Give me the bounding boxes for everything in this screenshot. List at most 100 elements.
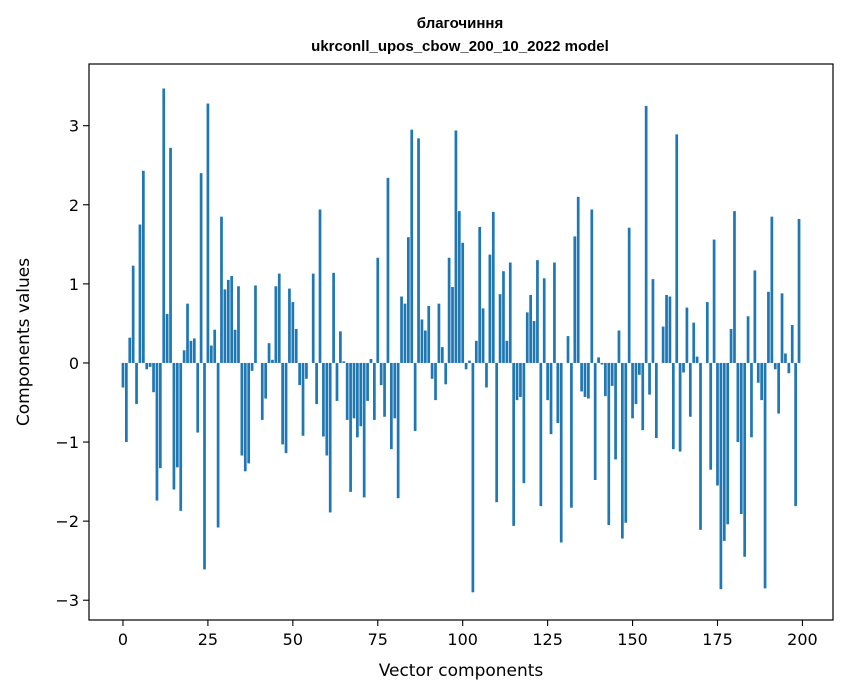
bar (199, 173, 203, 363)
bar (546, 362, 549, 401)
bar (131, 265, 135, 363)
y-axis-ticks: −3 −2 −1 0 1 2 3 (55, 117, 89, 610)
bar (315, 362, 318, 405)
bar (736, 362, 740, 443)
bar (471, 362, 475, 593)
bar (529, 294, 532, 363)
bar (790, 325, 794, 363)
bar (233, 329, 237, 363)
bar (427, 306, 431, 363)
bar (787, 362, 791, 374)
bar (406, 237, 410, 363)
bar (447, 257, 451, 363)
bar (600, 362, 604, 365)
bar (277, 273, 281, 363)
bar (264, 362, 268, 399)
bar (607, 362, 611, 526)
bar (342, 361, 346, 363)
x-tick-label: 125 (532, 630, 563, 649)
bar (498, 294, 502, 363)
bar (661, 326, 665, 363)
bar (773, 362, 777, 370)
y-tick-label: −2 (55, 512, 79, 531)
bar (423, 330, 427, 363)
x-tick-label: 50 (283, 630, 303, 649)
bar (556, 362, 560, 424)
bar (311, 273, 315, 363)
bar (590, 209, 594, 363)
bar (203, 362, 206, 570)
bar (536, 260, 539, 363)
y-tick-label: 2 (69, 196, 79, 215)
x-tick-label: 75 (368, 630, 388, 649)
bar (671, 362, 675, 450)
bar (583, 362, 587, 397)
bar (274, 286, 278, 363)
bar (230, 275, 234, 363)
bar (756, 362, 760, 383)
x-axis-label: Vector components (379, 661, 544, 681)
bar (430, 362, 434, 379)
bar (284, 362, 288, 454)
bar (413, 362, 417, 431)
bar (726, 362, 730, 525)
bar (339, 331, 342, 363)
bar (440, 347, 444, 363)
bar (685, 307, 689, 363)
bar (376, 257, 380, 363)
x-tick-label: 100 (447, 630, 478, 649)
bar (379, 362, 383, 386)
bar (753, 270, 757, 363)
bar (512, 362, 516, 526)
bar (226, 279, 230, 363)
bar (617, 330, 621, 363)
bar (271, 359, 274, 363)
bar (719, 362, 723, 590)
y-axis-label: Components values (14, 258, 34, 426)
bar (505, 340, 509, 363)
bar (767, 291, 770, 363)
bar (213, 329, 217, 363)
bar (519, 362, 522, 397)
bar (254, 285, 257, 363)
bar (682, 362, 685, 373)
bar (403, 303, 407, 363)
bar (668, 296, 672, 363)
bar (610, 362, 614, 386)
bar (539, 362, 543, 507)
bar (332, 272, 335, 363)
bar (604, 362, 607, 397)
bar (722, 362, 726, 541)
bar (417, 138, 420, 363)
bar (580, 362, 583, 392)
bar (128, 337, 132, 363)
bar (223, 289, 227, 363)
bar (699, 362, 702, 530)
bar (525, 312, 529, 363)
bar (437, 303, 441, 363)
bar (362, 362, 366, 498)
bar (461, 242, 465, 363)
bar (485, 362, 488, 388)
bar (678, 362, 682, 452)
bar (162, 88, 166, 363)
bar (189, 340, 193, 363)
bar (138, 224, 142, 363)
bar (515, 362, 519, 401)
bar (675, 134, 679, 363)
bar (125, 362, 128, 443)
bar (566, 336, 570, 363)
bar (291, 302, 295, 363)
bar (322, 362, 325, 437)
bar (695, 356, 699, 363)
bar (373, 362, 376, 420)
bar (631, 362, 634, 419)
bar (593, 362, 597, 481)
bar (760, 362, 764, 401)
bar (135, 362, 138, 405)
bar (553, 262, 556, 363)
bar (587, 362, 590, 399)
bar (573, 236, 577, 363)
bar (464, 362, 468, 370)
